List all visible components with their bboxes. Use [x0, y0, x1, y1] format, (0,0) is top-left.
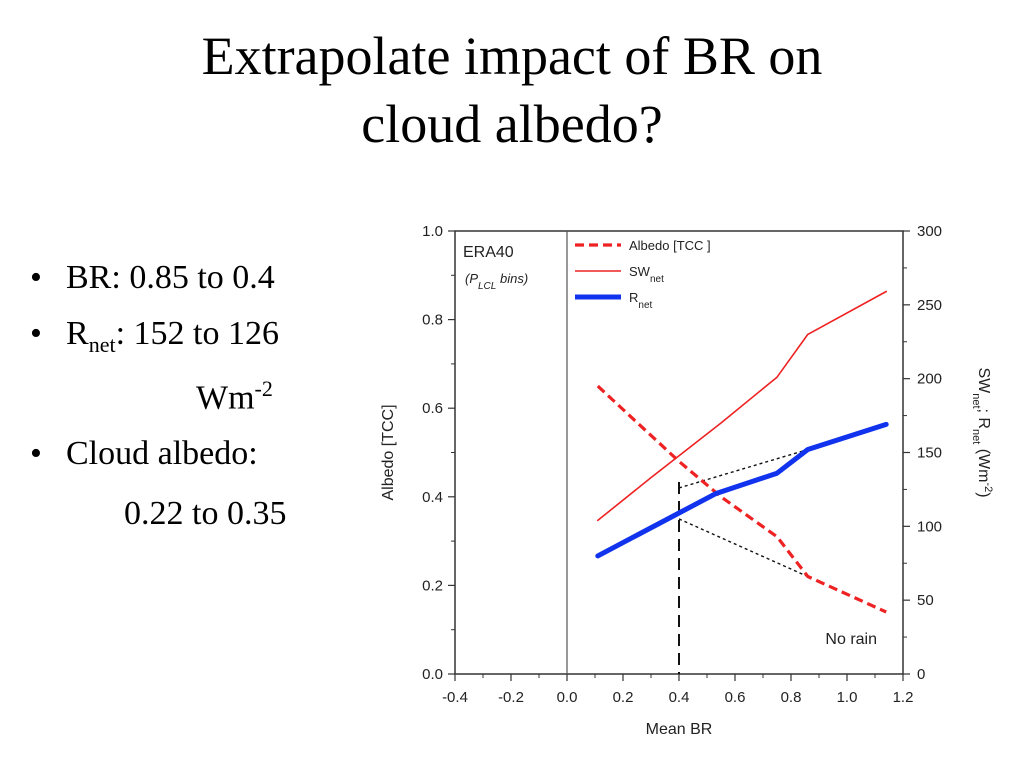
bullet-rnet-value: : 152 to 126: [115, 315, 279, 352]
chart-marks: [575, 243, 889, 674]
dataset-annotation: ERA40: [463, 244, 514, 261]
y-left-tick-label: 0.2: [422, 577, 443, 594]
no-rain-annotation: No rain: [825, 631, 877, 648]
legend-swnet-label: SWnet: [629, 264, 664, 285]
y-left-tick-label: 0.6: [422, 400, 443, 417]
slide-title-line-2: cloud albedo?: [361, 94, 663, 154]
y-right-axis-label: SWnet; Rnet (Wm-2): [970, 367, 994, 497]
x-tick-label: 0.6: [725, 689, 746, 706]
bullet-rnet-label: R: [66, 315, 89, 352]
legend-albedo-label: Albedo [TCC ]: [629, 238, 711, 253]
guide-dotted-albedo: [678, 518, 809, 578]
y-right-tick-label: 50: [917, 592, 934, 609]
x-tick-label: -0.4: [442, 689, 468, 706]
bullet-dot-icon: •: [30, 435, 42, 473]
bullet-br-value: 0.85 to 0.4: [129, 259, 275, 296]
series-albedo-line: [596, 384, 887, 614]
x-tick-label: 0.8: [781, 689, 802, 706]
bullet-dot-icon: •: [30, 315, 42, 352]
x-tick-label: 0.0: [557, 689, 578, 706]
y-left-tick-label: 0.4: [422, 489, 443, 506]
x-tick-label: 0.2: [613, 689, 634, 706]
bullet-cloud-albedo-value: 0.22 to 0.35: [124, 495, 287, 533]
series-swnet-line: [597, 290, 888, 522]
slide-title: Extrapolate impact of BR on cloud albedo…: [0, 22, 1024, 158]
chart-labels: -0.4 -0.2 0.0 0.2 0.4 0.6 0.8 1.0 1.2 0.0 0.2 0.4 0.…: [380, 223, 994, 738]
slide-title-line-1: Extrapolate impact of BR on: [201, 26, 823, 86]
y-right-tick-label: 300: [917, 223, 942, 240]
y-right-tick-label: 200: [917, 371, 942, 388]
bullet-rnet-label-sub: net: [88, 331, 116, 357]
y-right-tick-label: 0: [917, 666, 925, 683]
bullet-rnet: • Rnet: 152 to 126 Wm-2: [26, 312, 386, 420]
bins-annotation: (PLCL bins): [465, 271, 528, 292]
y-left-axis-label: Albedo [TCC]: [380, 404, 397, 500]
bullet-rnet-unit: Wm: [196, 379, 255, 417]
bullet-cloud-albedo: • Cloud albedo: 0.22 to 0.35: [26, 432, 386, 536]
chart: -0.4 -0.2 0.0 0.2 0.4 0.6 0.8 1.0 1.2 0.0 0.2 0.4 0.…: [380, 223, 994, 738]
x-tick-label: 1.2: [893, 689, 914, 706]
bullet-list: • BR: 0.85 to 0.4 • Rnet: 152 to 126 Wm-…: [26, 256, 386, 548]
bullet-rnet-unit-line: Wm-2: [66, 367, 386, 420]
y-right-tick-label: 150: [917, 445, 942, 462]
bullet-br-label: BR:: [66, 259, 121, 296]
y-left-tick-label: 1.0: [422, 223, 443, 240]
x-tick-label: -0.2: [498, 689, 524, 706]
x-tick-label: 1.0: [837, 689, 858, 706]
y-left-tick-label: 0.8: [422, 312, 443, 329]
bullet-cloud-albedo-label: Cloud albedo:: [66, 435, 258, 473]
series-rnet-line: [595, 421, 889, 559]
x-axis-label: Mean BR: [646, 721, 713, 738]
bullet-dot-icon: •: [30, 259, 42, 296]
x-tick-label: 0.4: [669, 689, 690, 706]
bullet-rnet-unit-sup: -2: [254, 375, 273, 401]
y-right-tick-label: 250: [917, 297, 942, 314]
y-left-tick-label: 0.0: [422, 666, 443, 683]
guide-dotted-rnet: [678, 448, 808, 489]
legend-rnet-label: Rnet: [629, 290, 653, 311]
bullet-br: • BR: 0.85 to 0.4: [26, 256, 386, 300]
y-right-tick-label: 100: [917, 518, 942, 535]
